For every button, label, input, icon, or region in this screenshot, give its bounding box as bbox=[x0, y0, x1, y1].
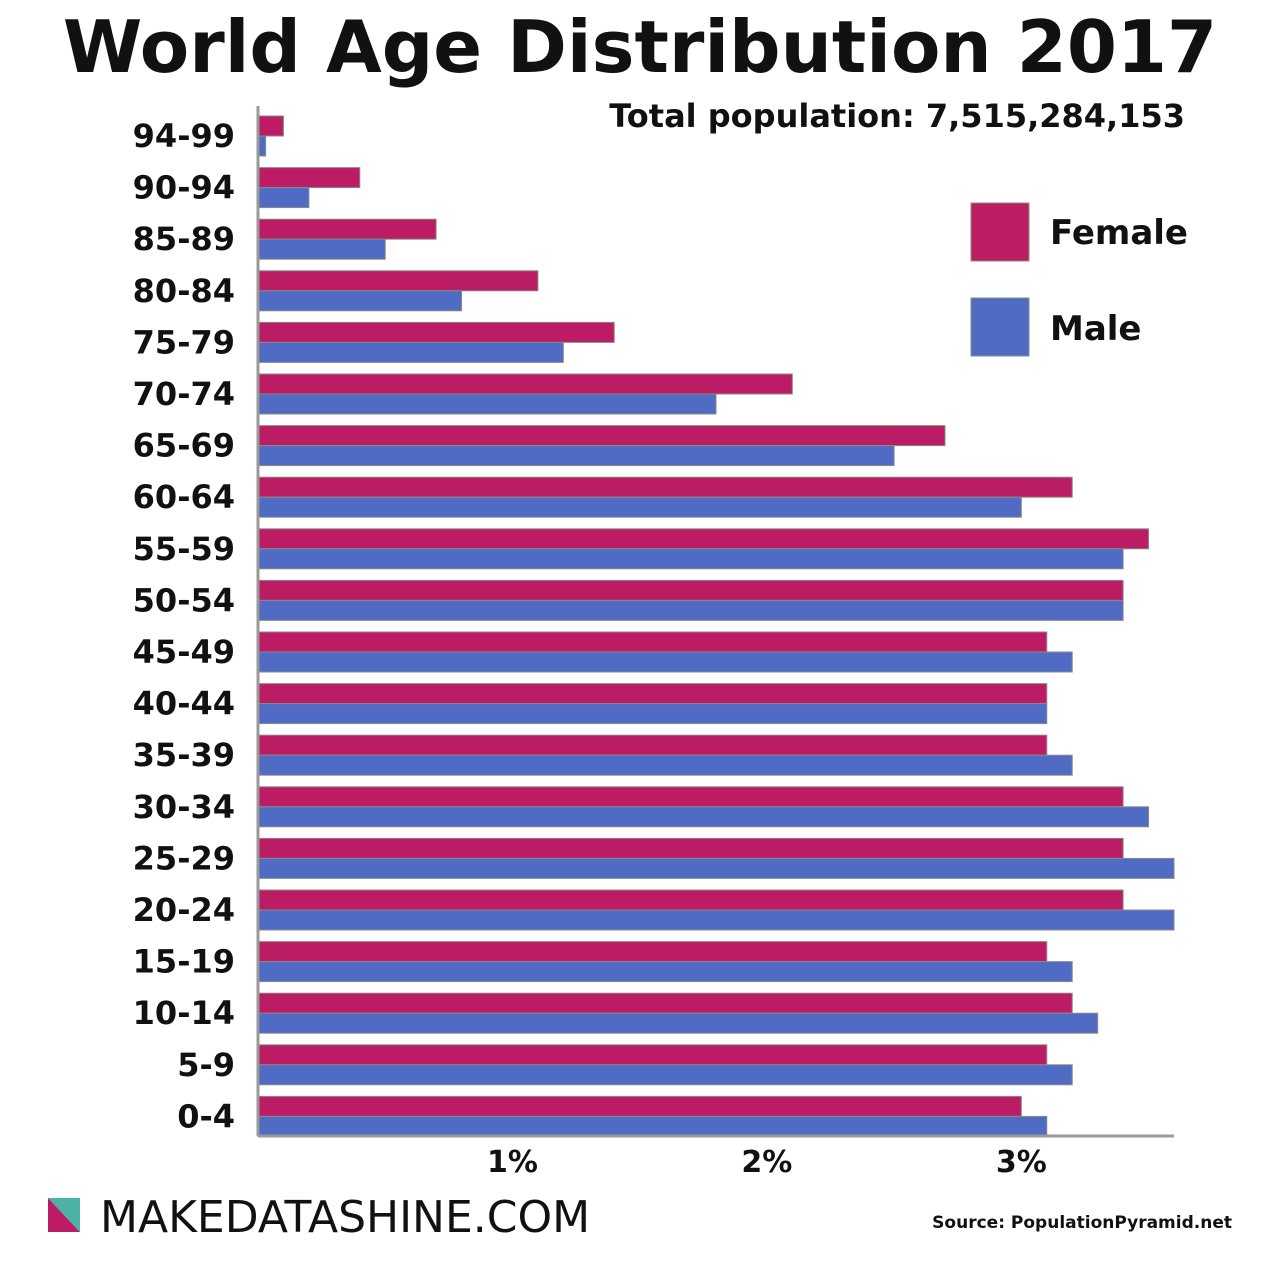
category-label: 0-4 bbox=[177, 1097, 235, 1135]
bar-female-70-74 bbox=[257, 373, 793, 395]
chart-title: World Age Distribution 2017 bbox=[63, 5, 1217, 89]
category-label: 55-59 bbox=[133, 530, 235, 568]
bar-female-5-9 bbox=[257, 1044, 1048, 1066]
x-tick-label: 1% bbox=[487, 1145, 538, 1180]
bar-male-60-64 bbox=[257, 496, 1022, 518]
category-label: 60-64 bbox=[133, 478, 235, 516]
bar-male-5-9 bbox=[257, 1064, 1073, 1086]
category-label: 35-39 bbox=[133, 736, 235, 774]
bar-female-75-79 bbox=[257, 321, 615, 343]
bar-female-40-44 bbox=[257, 683, 1048, 705]
category-label: 10-14 bbox=[133, 994, 235, 1032]
bar-female-55-59 bbox=[257, 528, 1150, 550]
bar-female-0-4 bbox=[257, 1095, 1022, 1117]
category-label: 5-9 bbox=[177, 1046, 235, 1084]
category-label: 15-19 bbox=[133, 943, 235, 981]
bar-female-60-64 bbox=[257, 476, 1073, 498]
chart-subtitle: Total population: 7,515,284,153 bbox=[609, 97, 1185, 135]
x-tick-label: 3% bbox=[996, 1145, 1047, 1180]
bar-male-15-19 bbox=[257, 961, 1073, 983]
logo-shape-right bbox=[48, 1198, 80, 1232]
bar-female-85-89 bbox=[257, 218, 437, 240]
category-label: 80-84 bbox=[133, 272, 235, 310]
legend-label-male: Male bbox=[1050, 309, 1142, 349]
legend-swatch-male bbox=[970, 297, 1030, 357]
category-label: 45-49 bbox=[133, 633, 235, 671]
category-label: 85-89 bbox=[133, 220, 235, 258]
bar-male-20-24 bbox=[257, 909, 1175, 931]
bar-male-50-54 bbox=[257, 599, 1124, 621]
bar-male-90-94 bbox=[257, 187, 310, 209]
legend: Female Male bbox=[970, 202, 1188, 357]
category-label: 70-74 bbox=[133, 375, 235, 413]
bar-female-94-99 bbox=[257, 115, 284, 137]
category-label: 30-34 bbox=[133, 788, 235, 826]
bar-female-45-49 bbox=[257, 631, 1048, 653]
bar-male-80-84 bbox=[257, 290, 463, 312]
brand-text: MAKEDATASHINE.COM bbox=[100, 1192, 590, 1243]
bar-male-0-4 bbox=[257, 1115, 1048, 1137]
category-label: 25-29 bbox=[133, 839, 235, 877]
bar-male-55-59 bbox=[257, 548, 1124, 570]
category-label: 94-99 bbox=[133, 117, 235, 155]
category-label: 40-44 bbox=[133, 685, 235, 723]
bar-female-80-84 bbox=[257, 270, 539, 292]
x-tick-label: 2% bbox=[741, 1145, 792, 1180]
bar-female-10-14 bbox=[257, 992, 1073, 1014]
bar-female-35-39 bbox=[257, 734, 1048, 756]
bar-male-70-74 bbox=[257, 393, 717, 415]
bar-male-75-79 bbox=[257, 341, 564, 363]
bar-male-30-34 bbox=[257, 806, 1150, 828]
bar-female-15-19 bbox=[257, 941, 1048, 963]
bar-male-10-14 bbox=[257, 1012, 1099, 1034]
bar-male-65-69 bbox=[257, 445, 895, 467]
bar-female-25-29 bbox=[257, 837, 1124, 859]
bar-female-65-69 bbox=[257, 425, 946, 447]
bar-female-90-94 bbox=[257, 167, 361, 189]
category-label: 90-94 bbox=[133, 169, 235, 207]
category-label: 50-54 bbox=[133, 581, 235, 619]
category-labels: 94-99 90-94 85-89 80-84 75-79 70-74 65-69 60-64… bbox=[133, 117, 235, 1135]
bar-male-25-29 bbox=[257, 857, 1175, 879]
brand-logo-icon bbox=[48, 1198, 80, 1232]
category-label: 65-69 bbox=[133, 427, 235, 465]
bar-female-30-34 bbox=[257, 786, 1124, 808]
bar-female-20-24 bbox=[257, 889, 1124, 911]
legend-label-female: Female bbox=[1050, 213, 1188, 253]
bar-female-50-54 bbox=[257, 579, 1124, 601]
source-text: Source: PopulationPyramid.net bbox=[932, 1213, 1232, 1233]
legend-swatch-female bbox=[970, 202, 1030, 262]
bar-male-45-49 bbox=[257, 651, 1073, 673]
bar-male-40-44 bbox=[257, 703, 1048, 725]
x-tick-labels: 1% 2% 3% bbox=[487, 1145, 1047, 1180]
bar-male-85-89 bbox=[257, 238, 386, 260]
category-label: 20-24 bbox=[133, 891, 235, 929]
bars-group bbox=[257, 115, 1175, 1137]
bar-male-35-39 bbox=[257, 754, 1073, 776]
category-label: 75-79 bbox=[133, 323, 235, 361]
